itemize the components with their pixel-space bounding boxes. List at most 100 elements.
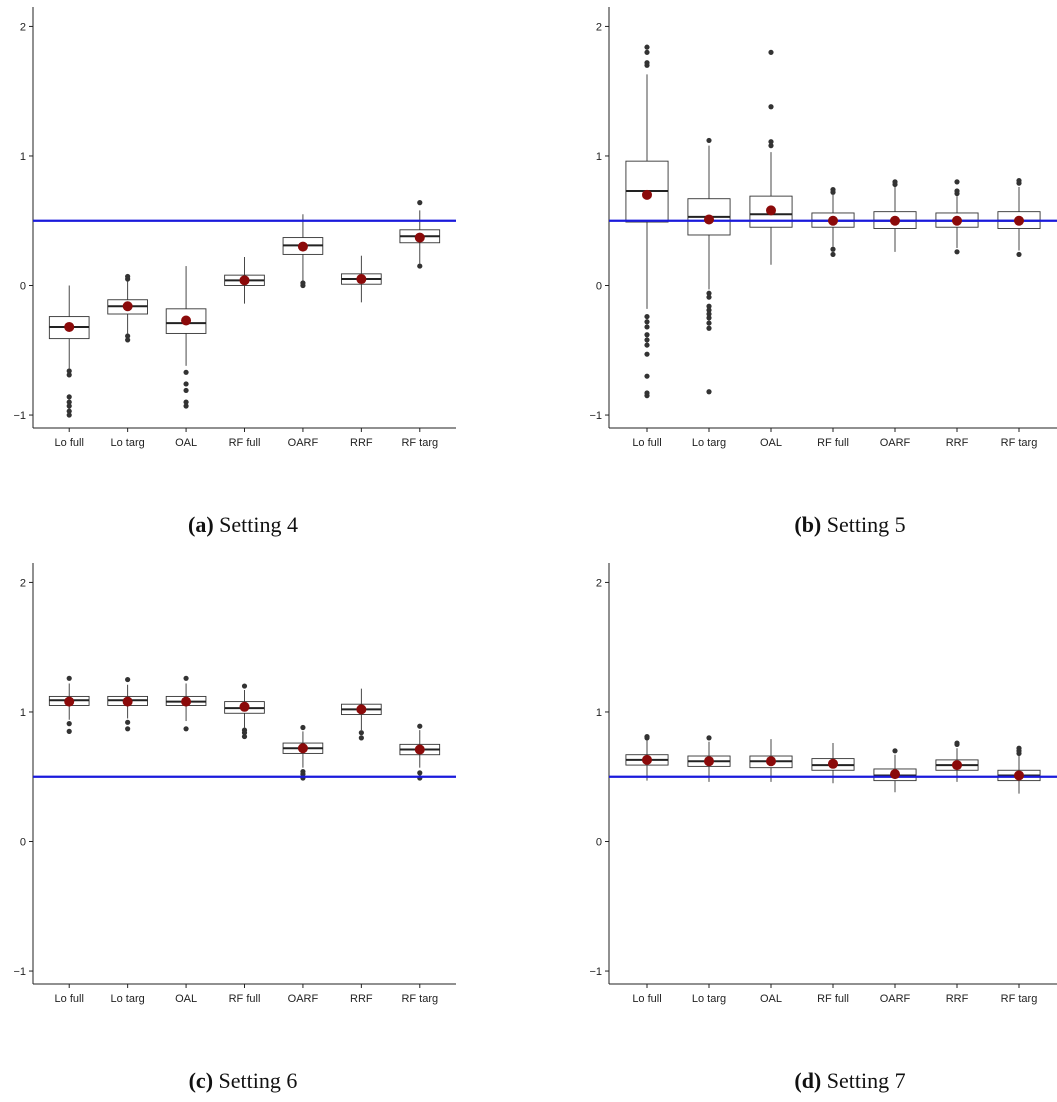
outlier-point [644, 332, 650, 338]
mean-point [766, 205, 776, 216]
outlier-point [768, 139, 774, 145]
x-tick-label: RF full [229, 993, 261, 1005]
outlier-point [300, 771, 306, 777]
mean-point [704, 214, 714, 225]
outlier-point [183, 399, 189, 405]
x-tick-label: RRF [946, 437, 969, 449]
caption-c: (c) Setting 6 [93, 1068, 393, 1094]
outlier-point [125, 273, 131, 280]
outlier-point [66, 728, 72, 734]
mean-point [952, 760, 962, 771]
mean-point [181, 315, 192, 326]
mean-point [642, 754, 652, 765]
y-tick-label: 1 [596, 707, 602, 719]
y-tick-label: −1 [13, 410, 26, 422]
x-tick-label: OARF [288, 993, 319, 1005]
chart-panel-d: −1 0 1 2 Lo full Lo targ OAL RF full OARF RRF RF t… [589, 563, 1057, 1005]
outlier-point [706, 315, 712, 321]
outlier-point [66, 721, 72, 727]
caption-a-text: Setting 4 [219, 512, 298, 537]
outlier-point [954, 188, 960, 194]
caption-c-text: Setting 6 [218, 1068, 298, 1093]
x-tick-label: OARF [288, 437, 319, 449]
x-tick-label: RF targ [1001, 993, 1038, 1005]
x-tick-label: OAL [760, 993, 782, 1005]
mean-point [642, 189, 652, 200]
mean-point [239, 275, 250, 286]
x-tick-label: RF targ [401, 993, 438, 1005]
outlier-point [706, 389, 712, 395]
outlier-point [830, 246, 836, 252]
box-oal [749, 49, 793, 265]
outlier-point [644, 342, 650, 348]
caption-d: (d) Setting 7 [700, 1068, 1000, 1094]
x-tick-label: Lo targ [692, 437, 726, 449]
caption-c-label: (c) [188, 1068, 214, 1093]
caption-b-text: Setting 5 [826, 512, 906, 537]
outlier-point [954, 740, 960, 746]
mean-point [828, 215, 838, 226]
outlier-point [768, 143, 774, 149]
outlier-point [706, 303, 712, 309]
outlier-point [66, 394, 72, 400]
mean-point [181, 696, 192, 707]
outlier-point [417, 200, 423, 206]
outlier-point [66, 412, 72, 418]
outlier-point [183, 726, 189, 732]
box-lo-targ [107, 273, 148, 343]
outlier-point [644, 313, 650, 320]
outlier-point [644, 733, 650, 740]
outlier-point [1016, 251, 1022, 258]
y-tick-label: 1 [20, 151, 26, 163]
outlier-point [125, 726, 131, 732]
x-tick-label: Lo full [632, 993, 661, 1005]
x-tick-label: RF full [229, 437, 261, 449]
mean-point [297, 241, 308, 252]
outlier-point [66, 399, 72, 405]
outlier-point [644, 337, 650, 343]
y-tick-label: 0 [20, 281, 26, 293]
x-tick-label: OARF [880, 437, 911, 449]
outlier-point [644, 60, 650, 66]
outlier-point [125, 676, 131, 683]
x-tick-label: RF full [817, 437, 849, 449]
y-tick-label: 2 [20, 21, 26, 33]
outlier-point [183, 381, 189, 387]
y-tick-label: −1 [13, 966, 26, 978]
mean-point [414, 232, 425, 243]
x-tick-label: OAL [760, 437, 782, 449]
caption-d-text: Setting 7 [826, 1068, 906, 1093]
mean-point [828, 758, 838, 769]
x-tick-label: RRF [350, 437, 373, 449]
caption-b: (b) Setting 5 [700, 512, 1000, 538]
y-tick-label: 2 [596, 21, 602, 33]
outlier-point [706, 320, 712, 326]
mean-point [890, 769, 900, 780]
caption-d-label: (d) [794, 1068, 822, 1093]
outlier-point [644, 324, 650, 330]
outlier-point [66, 408, 72, 414]
mean-point [766, 756, 776, 767]
outlier-point [706, 735, 712, 741]
outlier-point [241, 683, 248, 689]
outlier-point [241, 730, 248, 736]
y-tick-label: 0 [596, 837, 602, 849]
outlier-point [706, 307, 712, 313]
x-tick-label: Lo targ [111, 437, 145, 449]
outlier-point [66, 675, 72, 681]
mean-point [1014, 215, 1024, 226]
outlier-point [892, 179, 898, 185]
box-lo-full [48, 285, 90, 418]
outlier-point [768, 49, 774, 55]
mean-point [704, 756, 714, 767]
mean-point [122, 301, 133, 312]
outlier-point [300, 724, 306, 731]
outlier-point [183, 369, 189, 375]
outlier-point [644, 393, 650, 399]
mean-point [239, 701, 250, 712]
x-tick-label: OARF [880, 993, 911, 1005]
outlier-point [125, 333, 131, 339]
x-tick-label: RRF [946, 993, 969, 1005]
outlier-point [644, 373, 650, 379]
mean-point [122, 696, 133, 707]
